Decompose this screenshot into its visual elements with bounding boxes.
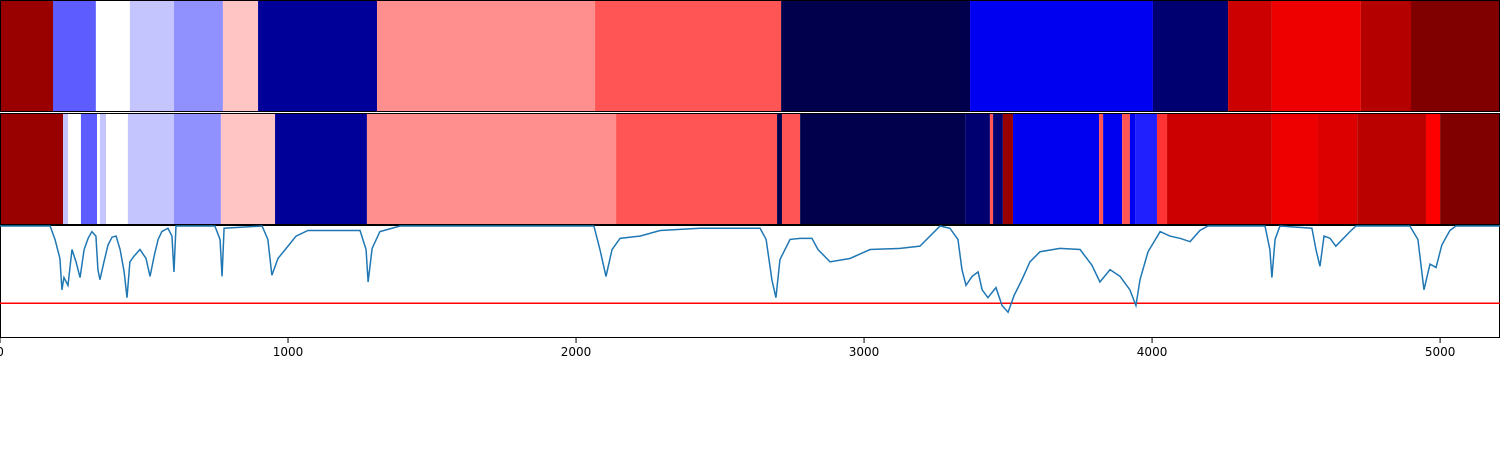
- segment: [366, 113, 617, 225]
- segment: [67, 113, 81, 225]
- segment: [595, 0, 782, 112]
- segment: [970, 0, 1153, 112]
- segment: [1271, 0, 1361, 112]
- segment: [781, 113, 801, 225]
- segment: [275, 113, 367, 225]
- segment: [1152, 0, 1229, 112]
- segment: [63, 113, 68, 225]
- segment: [777, 113, 782, 225]
- segment: [97, 113, 100, 225]
- segment: [1012, 113, 1100, 225]
- segment: [173, 0, 223, 112]
- segment: [1167, 113, 1272, 225]
- segment: [222, 0, 259, 112]
- segment: [989, 113, 994, 225]
- segment: [1357, 113, 1426, 225]
- segment: [129, 0, 174, 112]
- segment: [1360, 0, 1412, 112]
- segment: [173, 113, 221, 225]
- segment: [1425, 113, 1441, 225]
- segment: [1440, 113, 1500, 225]
- segment: [1002, 113, 1013, 225]
- segment: [1103, 113, 1123, 225]
- segment: [965, 113, 990, 225]
- segment: [95, 0, 130, 112]
- segment: [1271, 113, 1318, 225]
- x-tick-label: 2000: [561, 345, 592, 359]
- segment: [1135, 113, 1157, 225]
- segment: [1411, 0, 1500, 112]
- x-tick-label: 1000: [273, 345, 304, 359]
- segment: [616, 113, 778, 225]
- segment: [1099, 113, 1104, 225]
- segment: [80, 113, 98, 225]
- segment: [99, 113, 106, 225]
- segment: [377, 0, 596, 112]
- segment: [0, 0, 53, 112]
- x-tick-label: 0: [0, 345, 4, 359]
- confidence-line: [0, 225, 1500, 314]
- segment: [0, 113, 64, 225]
- segment: [781, 0, 971, 112]
- segment: [1228, 0, 1272, 112]
- segment: [1129, 113, 1136, 225]
- x-tick-label: 5000: [1425, 345, 1456, 359]
- segment: [1156, 113, 1168, 225]
- x-tick-label: 4000: [1137, 345, 1168, 359]
- segment: [1122, 113, 1130, 225]
- x-tick-label: 3000: [849, 345, 880, 359]
- segment: [127, 113, 174, 225]
- segment: [220, 113, 276, 225]
- segment: [993, 113, 1003, 225]
- segment: [1317, 113, 1358, 225]
- segment: [258, 0, 378, 112]
- segment: [105, 113, 128, 225]
- segment: [800, 113, 966, 225]
- segment: [52, 0, 96, 112]
